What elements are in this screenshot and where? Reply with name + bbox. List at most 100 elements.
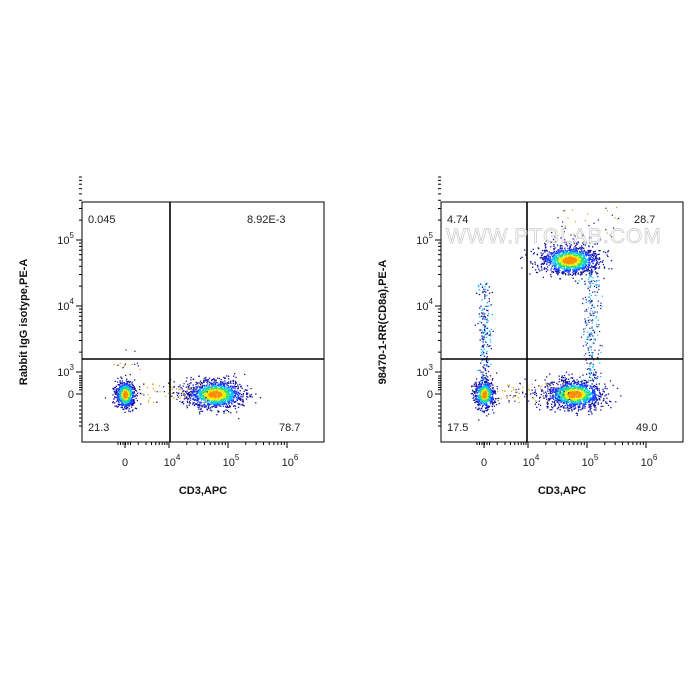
plot-right-cd3-cd8--event bbox=[483, 384, 485, 386]
plot-right-cd3-cd8--event bbox=[486, 385, 488, 387]
plot-left-cd3--event bbox=[118, 400, 120, 402]
plot-left-cd3--event bbox=[193, 389, 195, 391]
plot-left-cd3--event bbox=[133, 391, 135, 393]
plot-left-background-event bbox=[179, 395, 181, 397]
plot-right-cd3-cd8--event bbox=[574, 385, 576, 387]
plot-right-cd3-cd8--event bbox=[488, 298, 490, 300]
plot-left-cd3--event bbox=[130, 398, 133, 400]
plot-right-cd3-cd8--event bbox=[540, 252, 542, 254]
plot-left-cd3--event bbox=[182, 400, 184, 403]
plot-right-cd3-cd8--event bbox=[536, 254, 539, 256]
plot-left-cd3--event bbox=[214, 389, 216, 391]
plot-left-background-event bbox=[199, 395, 201, 397]
plot-left-cd3--event bbox=[222, 388, 224, 390]
plot-right-cd3-cd8--event bbox=[587, 249, 589, 252]
plot-right-cd3-cd8--event bbox=[595, 397, 597, 399]
plot-right-cd3-cd8--event bbox=[603, 397, 605, 400]
plot-right-cd3-cd8--event bbox=[480, 332, 483, 334]
plot-right-cd3-cd8--event bbox=[490, 391, 493, 393]
plot-left-cd3--event bbox=[186, 407, 188, 409]
plot-right-cd3-cd8--event bbox=[596, 257, 598, 260]
plot-right-cd3-cd8--event bbox=[564, 254, 566, 256]
plot-left-cd3--event bbox=[171, 395, 173, 397]
plot-left-cd3--event bbox=[220, 398, 222, 401]
plot-left-cd3--event bbox=[205, 406, 207, 408]
plot-right-cd3-cd8--event bbox=[539, 409, 541, 411]
plot-left-cd3--event bbox=[208, 392, 210, 394]
plot-right-cd3-cd8--event bbox=[581, 261, 583, 263]
plot-right-cd3-cd8--event bbox=[550, 246, 552, 248]
plot-right-cd3-cd8--event bbox=[488, 394, 490, 396]
plot-left-cd3--event bbox=[235, 392, 237, 394]
plot-right-cd3-cd8--event bbox=[491, 396, 494, 398]
plot-left-cd3--event bbox=[190, 394, 192, 396]
plot-right-cd3-cd8--event bbox=[484, 394, 486, 396]
plot-left-cd3--event bbox=[220, 394, 223, 396]
plot-right-cd3-cd8--event bbox=[583, 255, 585, 257]
plot-left-cd3--event bbox=[222, 381, 224, 384]
plot-right-cd3-cd8--event bbox=[478, 289, 480, 291]
plot-left-cd3--event bbox=[199, 391, 201, 393]
plot-right-cd3-cd8--event bbox=[551, 387, 553, 389]
plot-right-cd3-cd8--event bbox=[590, 392, 592, 394]
plot-right-cd3-cd8--event bbox=[470, 393, 473, 395]
plot-right-cd3-cd8--event bbox=[597, 394, 599, 397]
plot-right-cd3-cd8--event bbox=[474, 382, 476, 384]
plot-left-cd3--event bbox=[115, 385, 117, 387]
plot-right-cd3-cd8--event bbox=[552, 271, 554, 273]
plot-left-cd3--event bbox=[118, 395, 120, 397]
plot-left-cd3--event bbox=[124, 401, 126, 403]
plot-right-cd3-cd8--event bbox=[570, 387, 572, 389]
plot-right-cd3-cd8--event bbox=[489, 392, 491, 394]
plot-right-cd3-cd8--event bbox=[572, 255, 574, 257]
plot-right-cd3-cd8--event bbox=[558, 267, 560, 269]
plot-left-background-event bbox=[211, 386, 213, 388]
plot-left-cd3--event bbox=[120, 377, 123, 379]
plot-left-cd3--event bbox=[128, 380, 130, 382]
plot-right-cd3-cd8--event bbox=[582, 403, 584, 405]
plot-left-cd3--event bbox=[120, 386, 122, 388]
plot-right-cd3-cd8--event bbox=[550, 252, 553, 254]
plot-left-cd3--event bbox=[228, 395, 230, 397]
plot-right-cd3-cd8--event bbox=[476, 387, 478, 390]
plot-left-cd3--event bbox=[126, 395, 128, 397]
plot-left-cd3--event bbox=[217, 389, 219, 391]
plot-left-cd3--event bbox=[225, 390, 227, 392]
plot-left-cd3--event bbox=[222, 397, 224, 399]
plot-left-cd3--event bbox=[117, 398, 119, 400]
plot-right-cd3-cd8--event bbox=[555, 241, 557, 243]
plot-left-cd3--event bbox=[119, 386, 121, 389]
plot-right-cd3-cd8--event bbox=[561, 260, 563, 262]
plot-left-cd3--event bbox=[189, 383, 191, 385]
plot-left-background-event bbox=[209, 382, 211, 384]
plot-left-cd3--event bbox=[228, 391, 230, 393]
plot-right-cd3-cd8--event bbox=[562, 250, 565, 252]
plot-left-cd3--event bbox=[222, 403, 224, 405]
plot-left-cd3--event bbox=[130, 397, 133, 399]
plot-right-cd3-cd8--event bbox=[578, 397, 581, 399]
plot-right-cd3-cd8--event bbox=[485, 321, 488, 323]
plot-right-cd3-cd8--event bbox=[550, 252, 552, 254]
plot-left-background-event bbox=[183, 393, 185, 395]
plot-left-cd3--event bbox=[120, 406, 122, 408]
plot-left-cd3--event bbox=[218, 405, 220, 407]
plot-left-cd3--event bbox=[124, 397, 126, 399]
plot-right-cd3-cd8--event bbox=[565, 250, 567, 252]
plot-right-cd3-cd8--event bbox=[582, 254, 584, 256]
plot-right-cd3-cd8--event bbox=[578, 268, 580, 270]
plot-left-cd3--event bbox=[133, 396, 135, 398]
plot-left-cd3--event bbox=[226, 393, 228, 395]
plot-right-cd3-cd8--event bbox=[555, 263, 558, 265]
plot-left-cd3--event bbox=[222, 392, 225, 394]
plot-left-cd3--event bbox=[214, 393, 216, 395]
plot-right-cd3-cd8--event bbox=[558, 403, 560, 405]
plot-left-cd3--event bbox=[226, 382, 228, 384]
plot-right-cd3-cd8--event bbox=[565, 265, 568, 267]
plot-right-cd3-cd8--event bbox=[585, 259, 587, 262]
plot-left-cd3--event bbox=[227, 406, 229, 409]
plot-right-cd3-cd8--event bbox=[573, 258, 575, 260]
plot-left-cd3--event bbox=[231, 393, 233, 395]
plot-right-cd3-cd8--event bbox=[474, 398, 477, 400]
plot-right-cd3-cd8--event bbox=[581, 264, 583, 266]
plot-right-cd3-cd8--event bbox=[484, 313, 486, 315]
